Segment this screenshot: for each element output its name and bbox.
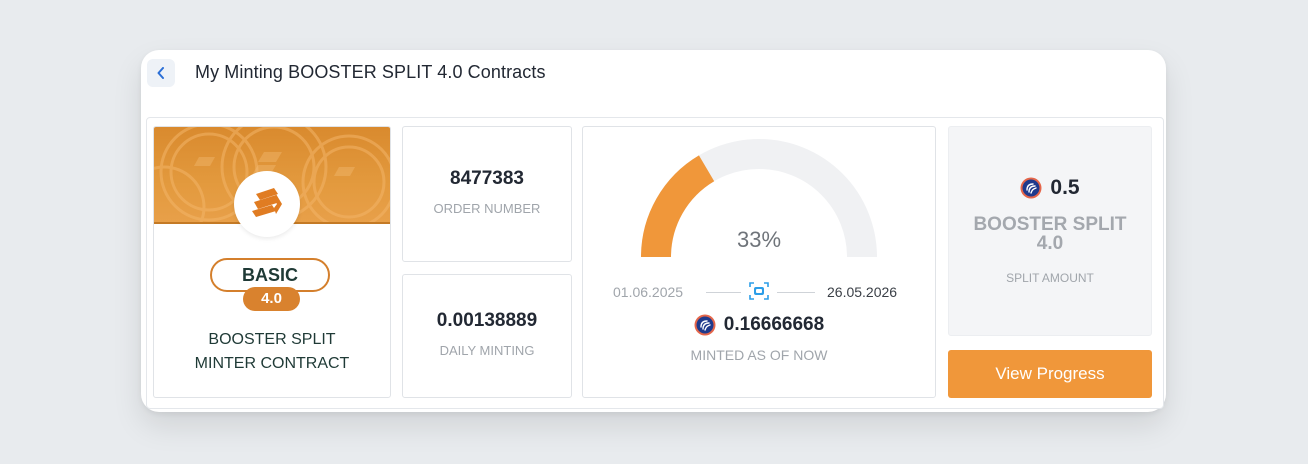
end-date: 26.05.2026	[827, 284, 898, 300]
minted-value: 0.16666668	[723, 314, 825, 335]
booster-chevrons-icon	[252, 188, 282, 217]
progress-panel: 33% 01.06.2025 26.05.2026 0.16666668 MIN…	[582, 126, 936, 398]
daily-minting-value: 0.00138889	[436, 310, 538, 331]
contract-description-line1: BOOSTER SPLIT	[208, 331, 336, 348]
timeline-clock-icon	[749, 282, 769, 300]
daily-minting-panel: 0.00138889 DAILY MINTING	[402, 274, 572, 398]
page-title: My Minting BOOSTER SPLIT 4.0 Contracts	[195, 62, 546, 82]
tier-label: BASIC	[241, 265, 298, 285]
version-badge: 4.0	[243, 287, 300, 311]
booster-logo	[234, 171, 300, 237]
contract-description-line2: MINTER CONTRACT	[194, 355, 350, 372]
order-panel: 8477383 ORDER NUMBER	[402, 126, 572, 262]
contract-details: BASIC 4.0 BOOSTER SPLIT MINTER CONTRACT …	[146, 117, 1164, 409]
contract-card: My Minting BOOSTER SPLIT 4.0 Contracts	[141, 50, 1166, 412]
timeline-right-line	[777, 292, 815, 293]
coin-icon	[1020, 177, 1042, 199]
start-date: 01.06.2025	[613, 284, 684, 300]
order-number-label: ORDER NUMBER	[433, 201, 541, 216]
tier-panel: BASIC 4.0 BOOSTER SPLIT MINTER CONTRACT	[153, 126, 391, 398]
gauge-fill	[641, 155, 715, 258]
split-amount-row: 0.5	[949, 176, 1151, 200]
back-button[interactable]	[147, 59, 175, 87]
progress-percent: 33%	[736, 227, 782, 252]
minted-label: MINTED AS OF NOW	[690, 347, 828, 363]
minted-row: 0.16666668	[583, 314, 935, 336]
coin-icon	[694, 314, 716, 336]
daily-minting-label: DAILY MINTING	[439, 343, 535, 358]
split-amount-value: 0.5	[1050, 176, 1080, 199]
contract-description: BOOSTER SPLIT MINTER CONTRACT	[154, 328, 390, 376]
progress-gauge	[641, 139, 877, 258]
view-progress-button[interactable]: View Progress	[948, 350, 1152, 398]
order-number-value: 8477383	[450, 168, 524, 189]
chevron-left-icon	[157, 67, 164, 79]
coins-background-image	[154, 127, 390, 224]
split-amount-label: SPLIT AMOUNT	[1006, 271, 1094, 285]
split-product-name-line1: BOOSTER SPLIT	[973, 214, 1127, 235]
timeline-left-line	[706, 292, 741, 293]
split-product-name: BOOSTER SPLIT 4.0	[949, 215, 1151, 253]
split-product-name-line2: 4.0	[1036, 233, 1064, 254]
split-panel: 0.5 BOOSTER SPLIT 4.0 SPLIT AMOUNT	[948, 126, 1152, 336]
